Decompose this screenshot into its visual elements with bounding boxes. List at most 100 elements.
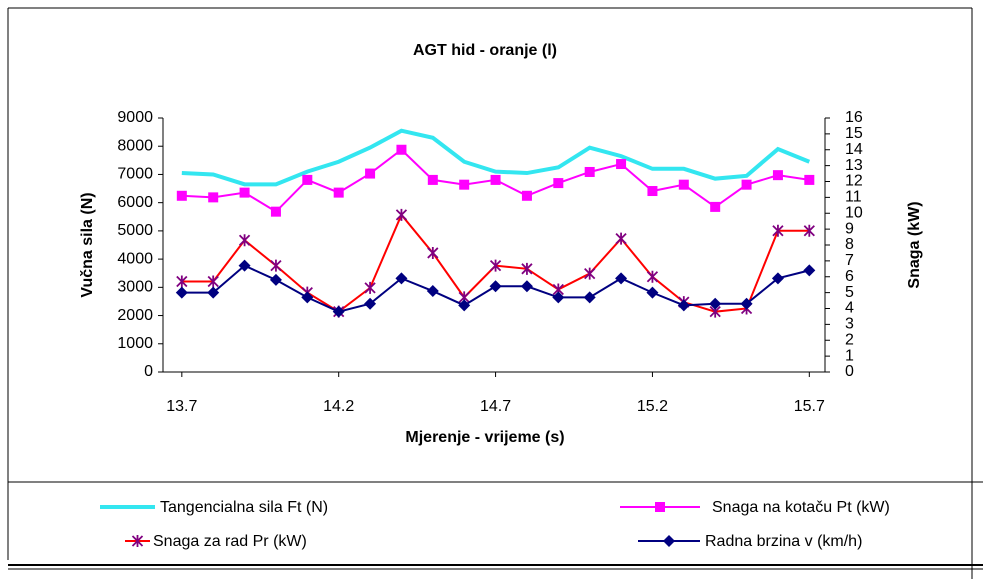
- chart-title: AGT hid - oranje (l): [413, 42, 557, 59]
- y2-tick-label: 2: [845, 331, 854, 348]
- marker: [584, 166, 595, 177]
- y2-tick-label: 7: [845, 252, 854, 269]
- marker: [426, 285, 439, 298]
- marker: [740, 297, 753, 310]
- y2-tick-label: 8: [845, 236, 854, 253]
- marker: [803, 224, 815, 237]
- marker: [396, 144, 407, 155]
- y-tick-label: 6000: [117, 194, 153, 211]
- y2-axis-label: Snaga (kW): [906, 201, 923, 288]
- marker: [238, 234, 251, 247]
- marker: [176, 275, 188, 288]
- marker: [709, 297, 722, 310]
- y2-tick-label: 9: [845, 220, 854, 237]
- marker: [207, 286, 220, 299]
- marker: [710, 201, 721, 212]
- legend-label: Snaga na kotaču Pt (kW): [712, 499, 890, 516]
- marker: [270, 259, 282, 272]
- legend-label: Radna brzina v (km/h): [705, 533, 862, 550]
- marker: [583, 291, 596, 304]
- marker: [655, 502, 665, 512]
- marker: [207, 275, 219, 288]
- marker: [239, 187, 250, 198]
- marker: [365, 168, 376, 179]
- marker: [772, 224, 784, 237]
- marker: [678, 179, 689, 190]
- marker: [552, 291, 565, 304]
- y-tick-label: 1000: [117, 335, 153, 352]
- legend-label: Snaga za rad Pr (kW): [153, 533, 307, 550]
- y2-tick-label: 14: [845, 141, 863, 158]
- marker: [803, 264, 816, 277]
- x-tick-label: 13.7: [166, 398, 197, 415]
- marker: [584, 267, 596, 280]
- marker: [489, 259, 502, 272]
- marker: [364, 281, 376, 294]
- marker: [333, 187, 344, 198]
- y2-tick-label: 1: [845, 347, 854, 364]
- x-tick-label: 14.7: [480, 398, 511, 415]
- marker: [302, 174, 313, 185]
- y2-tick-label: 10: [845, 204, 863, 221]
- marker: [647, 186, 658, 197]
- marker: [521, 190, 532, 201]
- y2-tick-label: 16: [845, 109, 863, 126]
- marker: [771, 272, 784, 285]
- x-tick-label: 15.7: [794, 398, 825, 415]
- y2-tick-label: 0: [845, 363, 854, 380]
- y-tick-label: 2000: [117, 307, 153, 324]
- marker: [459, 179, 470, 190]
- marker: [489, 280, 502, 293]
- x-tick-label: 14.2: [323, 398, 354, 415]
- marker: [616, 159, 627, 170]
- marker: [646, 286, 659, 299]
- y2-tick-label: 5: [845, 284, 854, 301]
- marker: [677, 299, 690, 312]
- marker: [772, 170, 783, 181]
- x-tick-label: 15.2: [637, 398, 668, 415]
- y-tick-label: 9000: [117, 109, 153, 126]
- marker: [458, 299, 471, 312]
- marker: [238, 259, 251, 272]
- y2-tick-label: 13: [845, 157, 863, 174]
- marker: [269, 273, 282, 286]
- y2-tick-label: 15: [845, 125, 863, 142]
- series-line: [181, 128, 811, 187]
- y2-tick-label: 11: [845, 189, 862, 206]
- marker: [176, 190, 187, 201]
- marker: [131, 535, 144, 547]
- y-tick-label: 0: [144, 363, 153, 380]
- marker: [427, 246, 439, 259]
- marker: [741, 179, 752, 190]
- marker: [332, 305, 345, 318]
- marker: [804, 174, 815, 185]
- marker: [395, 272, 408, 285]
- marker: [663, 535, 675, 547]
- legend-label: Tangencialna sila Ft (N): [160, 499, 328, 516]
- y-tick-label: 7000: [117, 166, 153, 183]
- marker: [521, 262, 533, 275]
- marker: [301, 291, 314, 304]
- y-tick-label: 5000: [117, 222, 153, 239]
- marker: [520, 280, 533, 293]
- marker: [208, 192, 219, 203]
- marker: [270, 206, 281, 217]
- y-tick-label: 3000: [117, 279, 153, 296]
- marker: [490, 174, 501, 185]
- marker: [364, 297, 377, 310]
- y-axis-label: Vučna sila (N): [79, 192, 96, 297]
- y2-tick-label: 3: [845, 316, 854, 333]
- y-tick-label: 8000: [117, 137, 153, 154]
- marker: [646, 270, 659, 283]
- marker: [615, 272, 628, 285]
- marker: [615, 232, 627, 245]
- y2-tick-label: 4: [845, 300, 854, 317]
- y-tick-label: 4000: [117, 250, 153, 267]
- y2-tick-label: 12: [845, 173, 863, 190]
- marker: [395, 208, 408, 221]
- y2-tick-label: 6: [845, 268, 854, 285]
- x-axis-label: Mjerenje - vrijeme (s): [405, 429, 564, 446]
- marker: [553, 178, 564, 189]
- marker: [427, 174, 438, 185]
